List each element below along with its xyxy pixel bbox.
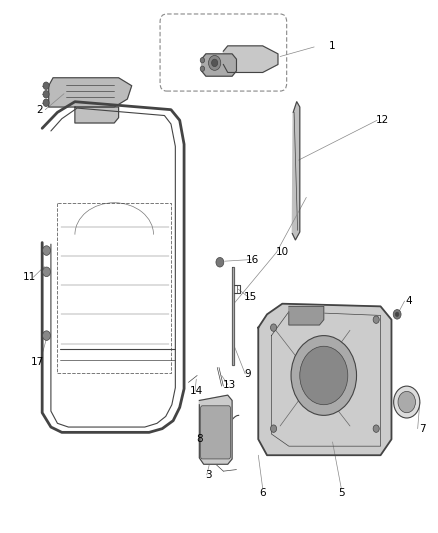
Circle shape <box>43 91 49 98</box>
Text: 3: 3 <box>205 470 212 480</box>
Circle shape <box>216 257 224 267</box>
Circle shape <box>42 246 50 255</box>
Circle shape <box>291 336 357 415</box>
Polygon shape <box>199 395 232 464</box>
Polygon shape <box>201 54 237 76</box>
Circle shape <box>396 312 399 317</box>
Circle shape <box>373 425 379 432</box>
Polygon shape <box>258 304 392 455</box>
Text: 15: 15 <box>244 292 257 302</box>
Circle shape <box>398 391 416 413</box>
Polygon shape <box>232 266 234 365</box>
Circle shape <box>394 386 420 418</box>
Circle shape <box>200 66 205 71</box>
FancyBboxPatch shape <box>201 406 230 459</box>
Circle shape <box>42 267 50 277</box>
Text: 2: 2 <box>37 104 43 115</box>
Text: 7: 7 <box>419 424 425 434</box>
Circle shape <box>271 324 277 332</box>
Circle shape <box>212 59 218 67</box>
Circle shape <box>42 331 50 341</box>
Circle shape <box>43 99 49 107</box>
Circle shape <box>300 346 348 405</box>
Polygon shape <box>223 46 278 72</box>
Text: 12: 12 <box>376 115 389 125</box>
Polygon shape <box>75 107 119 123</box>
Text: 16: 16 <box>246 255 259 264</box>
Text: 8: 8 <box>196 434 203 445</box>
Text: 9: 9 <box>244 369 251 379</box>
Text: 6: 6 <box>259 489 266 498</box>
Text: 4: 4 <box>406 296 412 306</box>
Text: 13: 13 <box>223 379 237 390</box>
Text: 17: 17 <box>31 357 44 367</box>
Text: 11: 11 <box>22 272 36 282</box>
Polygon shape <box>49 78 132 107</box>
Polygon shape <box>292 102 300 240</box>
Circle shape <box>373 316 379 324</box>
Circle shape <box>200 58 205 63</box>
Circle shape <box>208 55 221 70</box>
Text: 5: 5 <box>338 489 345 498</box>
Text: 10: 10 <box>276 247 289 257</box>
Polygon shape <box>289 306 324 325</box>
Circle shape <box>43 82 49 90</box>
Text: 14: 14 <box>190 386 203 397</box>
Circle shape <box>393 310 401 319</box>
Text: 1: 1 <box>329 41 336 51</box>
Circle shape <box>271 425 277 432</box>
